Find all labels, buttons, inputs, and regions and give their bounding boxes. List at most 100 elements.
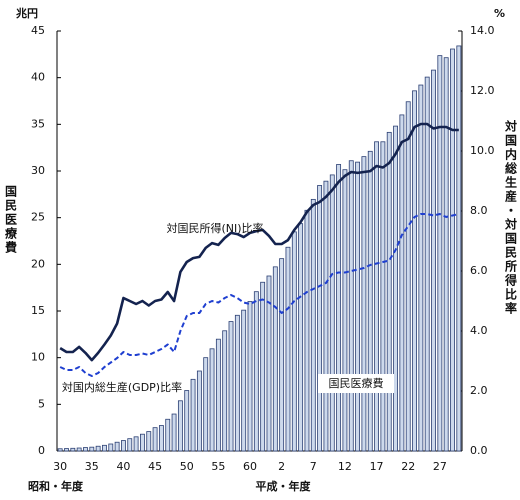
bar [70,447,76,452]
label-box [318,374,394,393]
bar [291,231,297,452]
x-tick-label: 12 [338,460,352,473]
bar [367,150,373,452]
bar [184,390,190,452]
series-label: 国民医療費 [329,376,384,390]
bar [234,314,240,452]
x-tick-label: 35 [85,460,99,473]
bar [450,48,455,452]
x-axis-label: 平成・年度 [256,479,312,493]
bar [355,161,361,452]
x-tick-label: 40 [116,460,130,473]
y2-unit: % [494,7,505,20]
bar [76,447,82,452]
x-axis-label: 昭和・年度 [28,479,84,493]
bar [412,90,417,452]
y2-axis-label: 対国内総生産・対国民所得比率 [504,119,518,316]
line [59,122,459,362]
bar [121,440,126,452]
bar [329,174,335,452]
y-tick-label: 10 [31,351,45,364]
x-tick-label: 27 [433,460,447,473]
bar [177,400,183,452]
bar [317,185,323,452]
bar [222,330,228,452]
bar [83,447,88,452]
bar [431,69,436,452]
bar [456,45,462,452]
bar [279,258,285,452]
x-tick-label: 55 [211,460,225,473]
bar [310,198,316,452]
bar [133,436,139,452]
bar [64,448,69,452]
series-label: 対国内総生産(GDP)比率 [62,380,182,394]
y2-tick-label: 6.0 [470,264,488,277]
bar [374,141,379,452]
bar [266,275,272,452]
bar [399,114,405,452]
y2-tick-label: 14.0 [470,24,495,37]
x-tick-label: 22 [401,460,415,473]
y2-tick-label: 0.0 [470,444,488,457]
bar [190,378,196,452]
bar [152,427,158,452]
y2-tick-label: 12.0 [470,84,495,97]
bar [196,370,202,452]
x-tick-label: 30 [53,460,67,473]
bar [386,131,392,452]
bar [102,444,107,452]
bar [418,84,424,452]
series-label: 対国民所得(NI)比率 [166,221,263,235]
y-tick-label: 35 [31,117,45,130]
bar [247,301,253,452]
bar [108,443,114,452]
bar [114,441,120,452]
bar [203,357,209,452]
bar [336,164,342,452]
bar [140,433,145,452]
bar [260,281,266,452]
bar [380,141,386,452]
bar [215,338,221,452]
bar [146,431,152,452]
bar [323,180,329,452]
bar [253,291,259,452]
y2-tick-label: 10.0 [470,144,495,157]
bar [437,55,443,452]
bar [95,445,101,452]
bar [298,223,304,452]
x-tick-label: 50 [180,460,194,473]
bar [127,438,133,452]
bar [89,446,95,452]
bar [171,413,177,452]
bar [228,321,234,452]
bar [348,160,354,452]
y-tick-label: 20 [31,257,45,270]
y-unit: 兆円 [16,6,38,20]
x-tick-label: 2 [278,460,285,473]
y-tick-label: 30 [31,164,45,177]
bar [361,156,367,452]
y2-tick-label: 8.0 [470,204,488,217]
y-tick-label: 25 [31,211,45,224]
bar [285,246,291,452]
bar [165,418,171,452]
y-tick-label: 5 [38,397,45,410]
bar [443,57,449,452]
bar [57,448,63,452]
line [59,213,460,377]
y-tick-label: 0 [38,444,45,457]
y-tick-label: 45 [31,24,45,37]
y-tick-label: 40 [31,71,45,84]
x-tick-label: 17 [370,460,384,473]
bar [405,101,411,452]
y-tick-label: 15 [31,304,45,317]
bar [241,309,247,452]
bar [209,348,215,452]
x-tick-label: 7 [310,460,317,473]
y-axis-label: 国民医療費 [4,185,18,255]
bar [304,209,310,452]
